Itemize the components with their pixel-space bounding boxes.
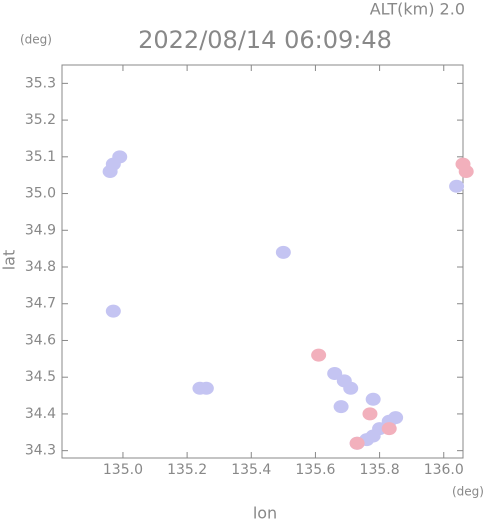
echo (102, 165, 118, 179)
plot-frame (61, 64, 464, 459)
y-tick-label: 34.9 (25, 222, 56, 238)
x-tick-label: 135.2 (167, 462, 207, 478)
echo (112, 150, 128, 164)
echo (449, 179, 465, 193)
y-tick-label: 34.7 (25, 296, 56, 312)
echo (105, 304, 121, 318)
echo (365, 392, 381, 406)
echo (275, 245, 291, 259)
echo (349, 436, 365, 450)
echo (311, 348, 327, 362)
y-tick-label: 34.8 (25, 259, 56, 275)
echo (327, 367, 343, 381)
y-tick-label: 34.6 (25, 332, 56, 348)
x-tick-label: 135.6 (295, 462, 335, 478)
y-tick-label: 35.1 (25, 149, 56, 165)
chart-subtitle: ALT(km) 2.0 (370, 0, 465, 19)
y-tick-label: 35.3 (25, 75, 56, 91)
echo (362, 407, 378, 421)
echo (333, 400, 349, 414)
x-axis-label: lon (253, 504, 277, 522)
y-tick-label: 34.5 (25, 369, 56, 385)
y-tick-label: 34.3 (25, 443, 56, 459)
echo (192, 381, 208, 395)
y-tick-label: 34.4 (25, 406, 56, 422)
x-tick-label: 135.4 (231, 462, 271, 478)
x-tick-label: 135.0 (103, 462, 143, 478)
echo (381, 422, 397, 436)
y-tick-label: 35.0 (25, 186, 56, 202)
x-unit: (deg) (452, 485, 484, 499)
x-tick-label: 136.0 (424, 462, 464, 478)
echo (365, 429, 381, 443)
echo (388, 411, 404, 425)
echo (458, 165, 474, 179)
echo (343, 381, 359, 395)
y-axis-label: lat (0, 250, 19, 271)
x-tick-label: 135.8 (360, 462, 400, 478)
y-tick-label: 35.2 (25, 112, 56, 128)
chart-title: 2022/08/14 06:09:48 (138, 26, 392, 54)
y-unit: (deg) (20, 33, 52, 47)
